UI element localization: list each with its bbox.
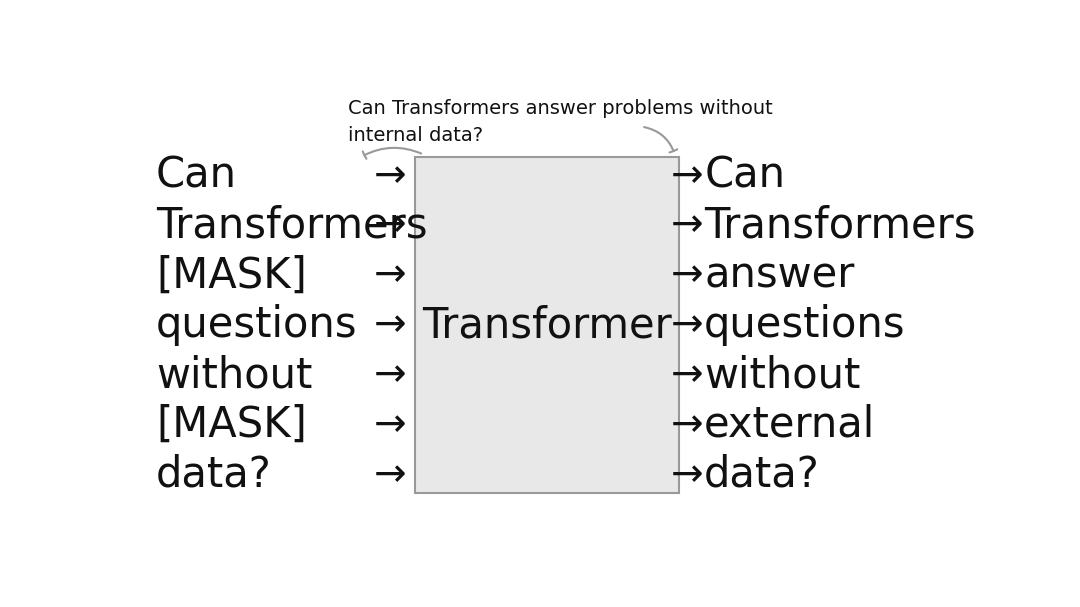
Bar — [416, 157, 679, 493]
Text: →: → — [671, 256, 704, 294]
Text: →: → — [671, 456, 704, 494]
Text: [MASK]: [MASK] — [156, 254, 307, 296]
Text: →: → — [374, 206, 406, 245]
Text: →: → — [671, 306, 704, 344]
Text: →: → — [374, 406, 406, 444]
Text: Transformers: Transformers — [704, 205, 975, 246]
Text: →: → — [374, 456, 406, 494]
Text: →: → — [374, 306, 406, 344]
Text: without: without — [704, 354, 861, 396]
Text: Transformers: Transformers — [156, 205, 428, 246]
Text: →: → — [374, 356, 406, 394]
Text: questions: questions — [704, 304, 906, 346]
Text: [MASK]: [MASK] — [156, 404, 307, 446]
Text: →: → — [671, 356, 704, 394]
Text: →: → — [671, 406, 704, 444]
Text: Can: Can — [704, 155, 785, 197]
Text: →: → — [374, 157, 406, 195]
Text: →: → — [374, 256, 406, 294]
Text: without: without — [156, 354, 312, 396]
Text: Transformer: Transformer — [422, 304, 672, 346]
Text: →: → — [671, 157, 704, 195]
Text: data?: data? — [704, 454, 820, 496]
Text: →: → — [671, 206, 704, 245]
Text: Can: Can — [156, 155, 237, 197]
Text: answer: answer — [704, 254, 854, 296]
Text: data?: data? — [156, 454, 272, 496]
Text: Can Transformers answer problems without
internal data?: Can Transformers answer problems without… — [349, 99, 773, 144]
Text: external: external — [704, 404, 876, 446]
Text: questions: questions — [156, 304, 357, 346]
